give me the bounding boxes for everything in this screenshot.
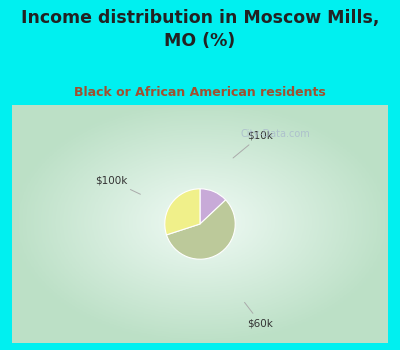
Text: Income distribution in Moscow Mills,
MO (%): Income distribution in Moscow Mills, MO … bbox=[21, 9, 379, 49]
Wedge shape bbox=[200, 189, 226, 224]
Text: $60k: $60k bbox=[244, 302, 274, 328]
Text: City-Data.com: City-Data.com bbox=[240, 129, 310, 139]
Text: $10k: $10k bbox=[233, 130, 274, 158]
Text: $100k: $100k bbox=[95, 176, 140, 194]
Wedge shape bbox=[166, 200, 235, 259]
Wedge shape bbox=[165, 189, 200, 235]
Text: Black or African American residents: Black or African American residents bbox=[74, 86, 326, 99]
